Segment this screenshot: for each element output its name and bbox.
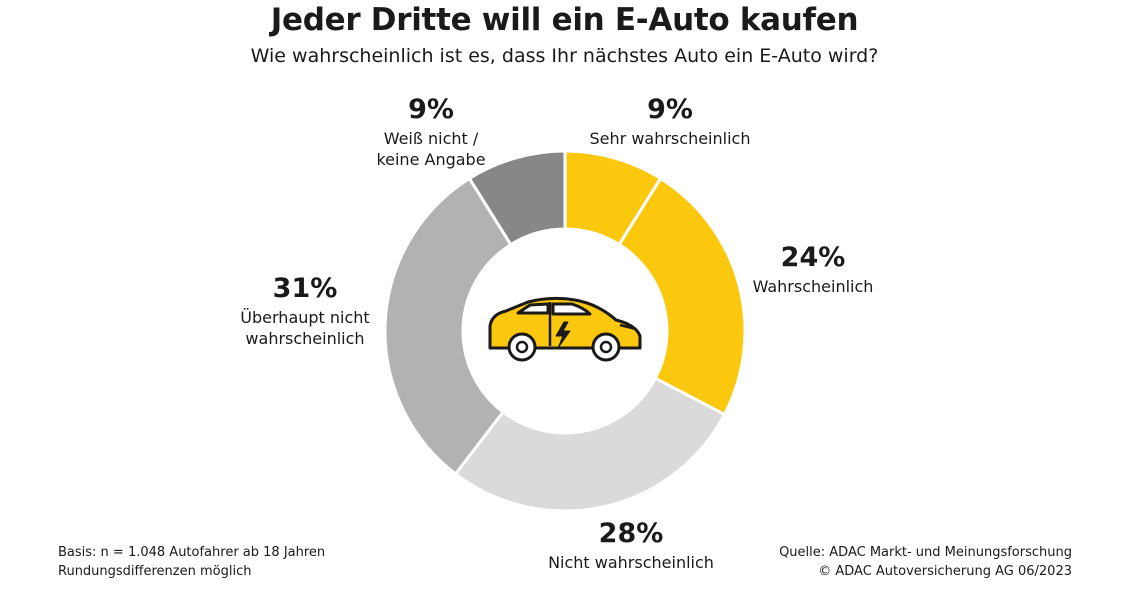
slice-category-label: keine Angabe [376, 150, 485, 169]
slice-category-label: wahrscheinlich [245, 329, 364, 348]
donut-slice [453, 376, 727, 513]
slice-value-label: 9% [647, 94, 693, 125]
rounding-text: Rundungsdifferenzen möglich [58, 564, 252, 579]
donut-slice [383, 176, 513, 477]
footer-basis: Basis: n = 1.048 Autofahrer ab 18 Jahren… [58, 543, 325, 581]
footer-source: Quelle: ADAC Markt- und Meinungsforschun… [779, 543, 1072, 581]
electric-car-icon [488, 296, 642, 362]
slice-value-label: 24% [781, 242, 846, 273]
slice-category-label: Weiß nicht / [384, 129, 479, 148]
slice-value-label: 28% [599, 518, 664, 549]
source-text: Quelle: ADAC Markt- und Meinungsforschun… [779, 545, 1072, 560]
slice-value-label: 31% [273, 273, 338, 304]
basis-text: Basis: n = 1.048 Autofahrer ab 18 Jahren [58, 545, 326, 560]
donut-slice [617, 176, 747, 417]
copyright-text: © ADAC Autoversicherung AG 06/2023 [818, 564, 1072, 579]
donut-slice [467, 149, 567, 247]
slice-category-label: Sehr wahrscheinlich [590, 129, 751, 148]
donut-slices [383, 149, 747, 513]
slice-category-label: Nicht wahrscheinlich [548, 553, 714, 572]
slice-value-label: 9% [408, 94, 454, 125]
slice-category-label: Wahrscheinlich [753, 277, 874, 296]
slice-labels: 9% Sehr wahrscheinlich 24% Wahrscheinlich 28… [240, 94, 873, 572]
chart-subtitle: Wie wahrscheinlich ist es, dass Ihr näch… [250, 45, 879, 67]
chart-title: Jeder Dritte will ein E-Auto kaufen [270, 2, 859, 38]
slice-category-label: Überhaupt nicht [240, 308, 369, 327]
